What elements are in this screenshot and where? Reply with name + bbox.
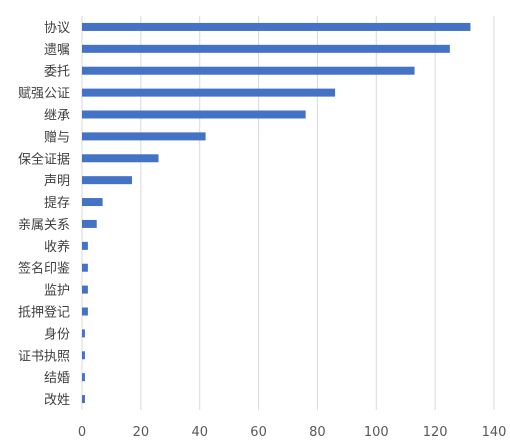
category-label: 遗嘱: [44, 43, 70, 58]
category-label: 赋强公证: [18, 87, 70, 102]
x-tick-label: 120: [423, 425, 448, 440]
bar: [82, 329, 85, 338]
category-label: 提存: [44, 195, 70, 211]
bar: [82, 307, 88, 316]
bar: [82, 44, 450, 53]
x-tick-label: 40: [191, 425, 208, 440]
category-label: 身份: [44, 326, 70, 342]
bar: [82, 373, 85, 382]
bar: [82, 263, 88, 272]
x-tick-label: 60: [250, 425, 267, 440]
bar: [82, 66, 415, 75]
category-label: 亲属关系: [18, 218, 70, 233]
bar: [82, 132, 206, 141]
bar: [82, 241, 88, 250]
category-label: 签名印鉴: [18, 261, 70, 277]
x-tick-label: 100: [364, 425, 389, 440]
category-label: 保全证据: [18, 151, 70, 167]
bar: [82, 219, 97, 228]
bar: [82, 22, 471, 31]
category-labels: 协议遗嘱委托赋强公证继承赠与保全证据声明提存亲属关系收养签名印鉴监护抵押登记身份…: [18, 21, 70, 408]
bar: [82, 88, 336, 97]
category-label: 声明: [44, 174, 70, 189]
x-tick-label: 0: [78, 425, 86, 440]
category-label: 委托: [44, 65, 70, 80]
category-label: 监护: [44, 284, 70, 299]
category-label: 抵押登记: [18, 306, 70, 321]
bar: [82, 176, 133, 185]
bar: [82, 285, 88, 294]
x-tick-label: 80: [309, 425, 326, 440]
bar: [82, 395, 85, 404]
category-label: 证书执照: [18, 349, 70, 364]
bar: [82, 154, 159, 163]
grid-lines: [81, 16, 495, 410]
category-label: 结婚: [44, 371, 70, 386]
category-label: 协议: [44, 21, 70, 36]
x-tick-labels: 0 20 40 60 80 100 120 140: [78, 425, 507, 440]
category-label: 赠与: [44, 130, 70, 145]
x-tick-label: 140: [482, 425, 507, 440]
category-label: 收养: [44, 239, 70, 255]
bar: [82, 351, 85, 360]
x-tick-label: 20: [133, 425, 150, 440]
bar: [82, 198, 103, 207]
category-label: 继承: [44, 109, 70, 124]
bar: [82, 110, 306, 119]
category-label: 改姓: [44, 393, 70, 408]
bars: [82, 22, 471, 404]
